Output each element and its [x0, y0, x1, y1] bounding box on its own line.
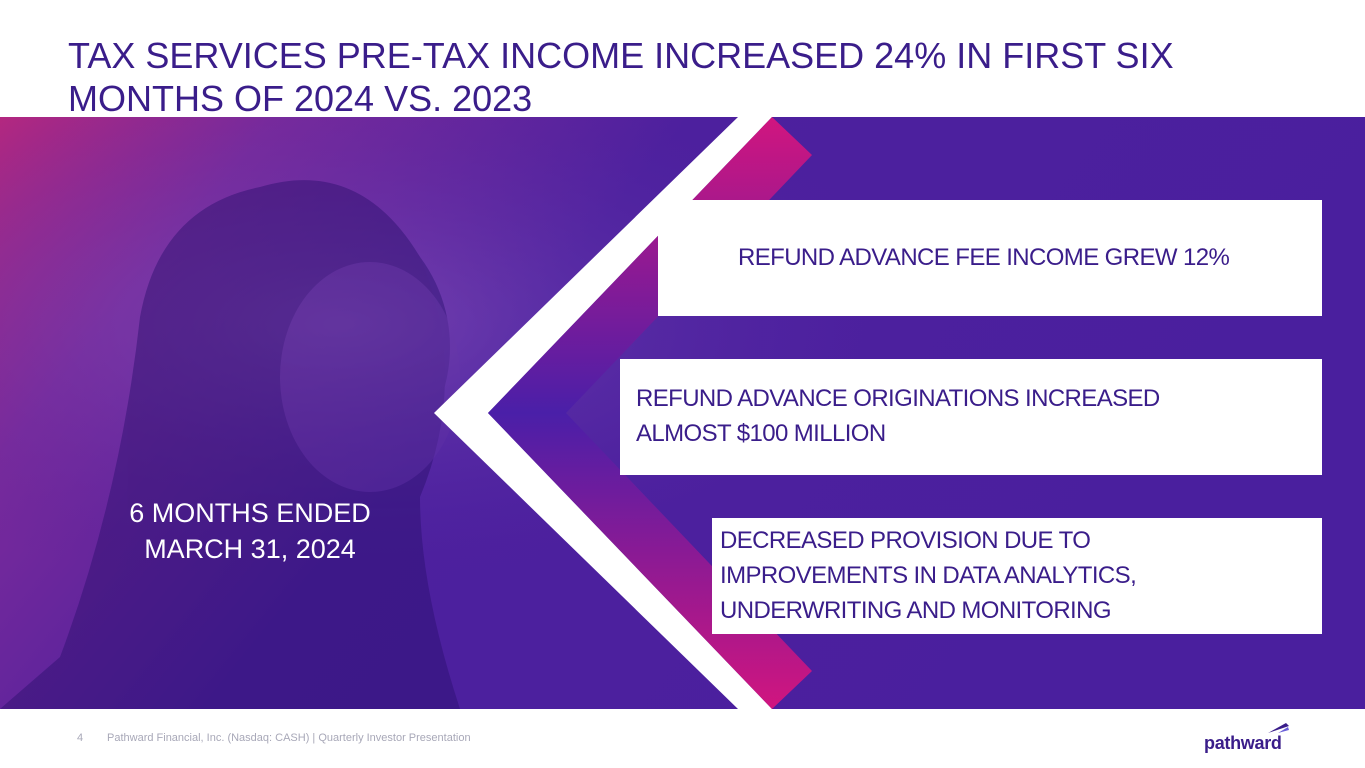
logo-wordmark: pathward — [1204, 733, 1282, 753]
footer-caption: Pathward Financial, Inc. (Nasdaq: CASH) … — [107, 732, 471, 744]
logo-arrow-icon — [1268, 723, 1289, 733]
chevron-gradient-band — [488, 117, 812, 709]
slide-title: TAX SERVICES PRE-TAX INCOME INCREASED 24… — [68, 35, 1174, 119]
period-label: 6 MONTHS ENDED MARCH 31, 2024 — [129, 498, 371, 564]
highlight-box-2: REFUND ADVANCE ORIGINATIONS INCREASED AL… — [620, 359, 1322, 475]
pathward-logo: pathward — [1204, 720, 1294, 756]
photo-person-silhouette — [0, 180, 460, 709]
highlight-text-3: DECREASED PROVISION DUE TO IMPROVEMENTS … — [720, 527, 1137, 624]
highlight-text-1: REFUND ADVANCE FEE INCOME GREW 12% — [738, 244, 1230, 271]
highlight-box-1: REFUND ADVANCE FEE INCOME GREW 12% — [658, 200, 1322, 316]
highlight-box-3: DECREASED PROVISION DUE TO IMPROVEMENTS … — [712, 518, 1322, 634]
hero-banner: 6 MONTHS ENDED MARCH 31, 2024 REFUND ADV… — [0, 117, 1365, 709]
highlight-text-2: REFUND ADVANCE ORIGINATIONS INCREASED AL… — [636, 385, 1160, 447]
page-number: 4 — [77, 732, 84, 744]
